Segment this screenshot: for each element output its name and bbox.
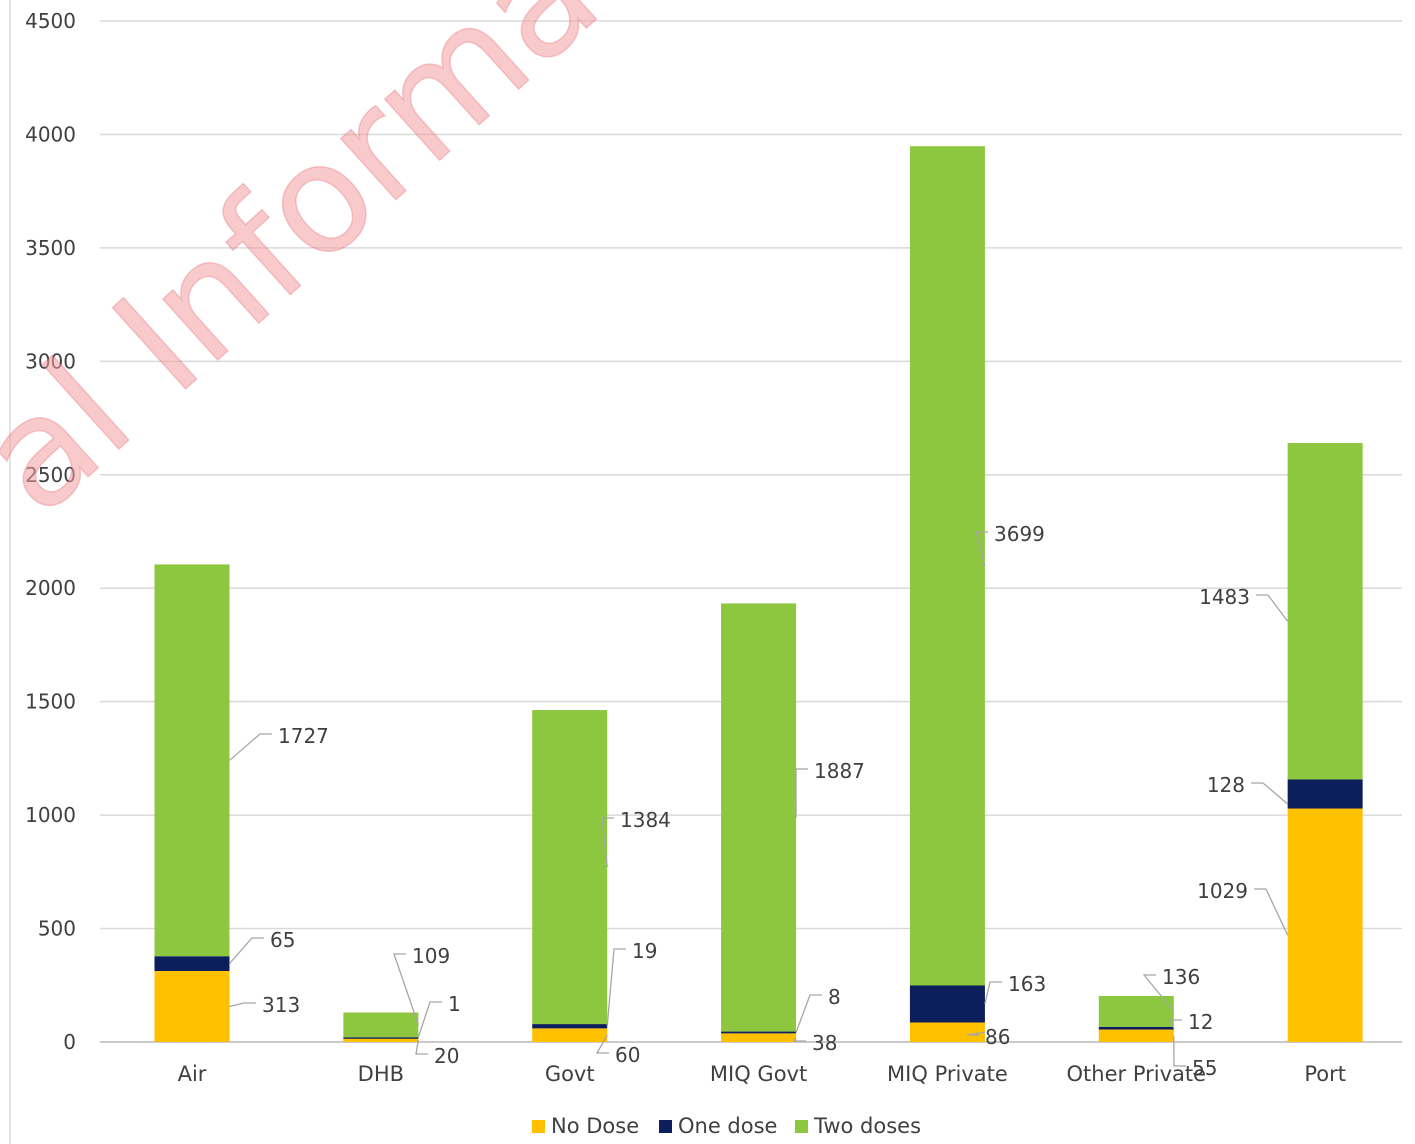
leader-line xyxy=(595,1034,609,1054)
bar-segment xyxy=(154,970,230,1042)
data-label: 8 xyxy=(828,985,841,1009)
data-label: 60 xyxy=(615,1043,640,1067)
watermark: al Informatio xyxy=(0,0,774,548)
data-label: 109 xyxy=(412,944,450,968)
bar-segment xyxy=(721,1031,797,1034)
y-tick-label: 1500 xyxy=(25,690,76,714)
bar-segment xyxy=(1287,443,1363,780)
gridlines xyxy=(9,0,1402,1144)
legend-swatch xyxy=(795,1120,808,1133)
leader-line xyxy=(1168,1019,1182,1029)
data-label: 128 xyxy=(1207,773,1245,797)
y-tick-label: 4500 xyxy=(25,9,76,33)
bar-segment xyxy=(1098,995,1174,1027)
bar-segment xyxy=(343,1037,419,1039)
bar-segment xyxy=(343,1037,419,1042)
bar-segment xyxy=(721,1033,797,1042)
leader-line xyxy=(229,1002,256,1008)
legend-label: Two doses xyxy=(813,1114,921,1138)
leader-line xyxy=(606,948,626,1027)
data-label: 86 xyxy=(985,1025,1010,1049)
bars xyxy=(154,146,1363,1042)
bar-segment xyxy=(1098,1029,1174,1042)
data-label: 65 xyxy=(270,928,295,952)
leader-line xyxy=(1173,1035,1186,1067)
x-category-label: DHB xyxy=(358,1062,404,1086)
legend-label: One dose xyxy=(678,1114,777,1138)
leader-line xyxy=(1142,974,1175,1012)
leader-line xyxy=(1256,594,1289,622)
y-tick-label: 0 xyxy=(63,1030,76,1054)
bar-segment xyxy=(154,956,230,971)
x-category-label: MIQ Private xyxy=(887,1062,1008,1086)
data-label: 19 xyxy=(632,939,657,963)
leader-line xyxy=(792,1037,806,1042)
data-label: 163 xyxy=(1008,972,1046,996)
leader-line xyxy=(415,1039,428,1055)
leader-line xyxy=(795,994,822,1033)
bar-segment xyxy=(721,603,797,1032)
y-tick-label: 2500 xyxy=(25,463,76,487)
data-label: 12 xyxy=(1188,1010,1213,1034)
data-label: 1384 xyxy=(620,808,671,832)
bar-segment xyxy=(1287,808,1363,1042)
x-category-label: MIQ Govt xyxy=(710,1062,807,1086)
leader-line xyxy=(975,531,988,567)
data-label: 1727 xyxy=(278,724,329,748)
data-label: 3699 xyxy=(994,522,1045,546)
bar-segment xyxy=(532,1028,608,1042)
legend-swatch xyxy=(532,1120,545,1133)
leader-line xyxy=(984,981,1002,1005)
leader-line xyxy=(393,953,419,1026)
legend-swatch xyxy=(659,1120,672,1133)
leader-line xyxy=(229,937,264,965)
data-label: 1887 xyxy=(814,759,865,783)
data-label: 1 xyxy=(448,992,461,1016)
y-axis-ticks: 0 500 1000 1500 2000 2500 3000 3500 4000 4500 xyxy=(25,9,76,1054)
watermark-text: al Informatio xyxy=(0,0,773,547)
bar-segment xyxy=(343,1012,419,1038)
leader-line xyxy=(795,768,808,818)
bar-segment xyxy=(154,564,230,957)
legend: No Dose One dose Two doses xyxy=(532,1114,921,1138)
data-labels: 313 65 1727 20 1 109 60 19 1384 38 8 1887 86 163 3699 5… xyxy=(262,522,1250,1080)
leader-line xyxy=(417,1001,442,1038)
leader-line xyxy=(229,733,272,761)
bar-segment xyxy=(909,146,985,986)
bar-segment xyxy=(909,1022,985,1042)
y-tick-label: 1000 xyxy=(25,803,76,827)
y-tick-label: 3500 xyxy=(25,236,76,260)
x-category-label: Govt xyxy=(545,1062,595,1086)
data-label: 38 xyxy=(812,1031,837,1055)
x-category-label: Other Private xyxy=(1067,1062,1207,1086)
data-label: 55 xyxy=(1192,1056,1217,1080)
bar-segment xyxy=(1287,779,1363,809)
y-tick-label: 3000 xyxy=(25,349,76,373)
data-label: 20 xyxy=(434,1044,459,1068)
leader-line xyxy=(966,1031,986,1036)
bar-segment xyxy=(909,985,985,1023)
bar-segment xyxy=(1098,1026,1174,1030)
leader-line xyxy=(601,817,614,868)
data-label: 1029 xyxy=(1197,879,1248,903)
label-leader-lines xyxy=(229,531,1289,1067)
y-tick-label: 500 xyxy=(38,917,76,941)
x-category-label: Port xyxy=(1304,1062,1346,1086)
data-label: 136 xyxy=(1162,965,1200,989)
data-label: 1483 xyxy=(1199,585,1250,609)
y-tick-label: 4000 xyxy=(25,122,76,146)
x-axis-categories: Air DHB Govt MIQ Govt MIQ Private Other Priva… xyxy=(178,1062,1346,1086)
y-tick-label: 2000 xyxy=(25,576,76,600)
leader-line xyxy=(1251,782,1289,805)
leader-line xyxy=(1254,888,1289,936)
bar-segment xyxy=(532,710,608,1025)
x-category-label: Air xyxy=(178,1062,207,1086)
legend-label: No Dose xyxy=(551,1114,639,1138)
data-label: 313 xyxy=(262,993,300,1017)
bar-segment xyxy=(532,1024,608,1029)
